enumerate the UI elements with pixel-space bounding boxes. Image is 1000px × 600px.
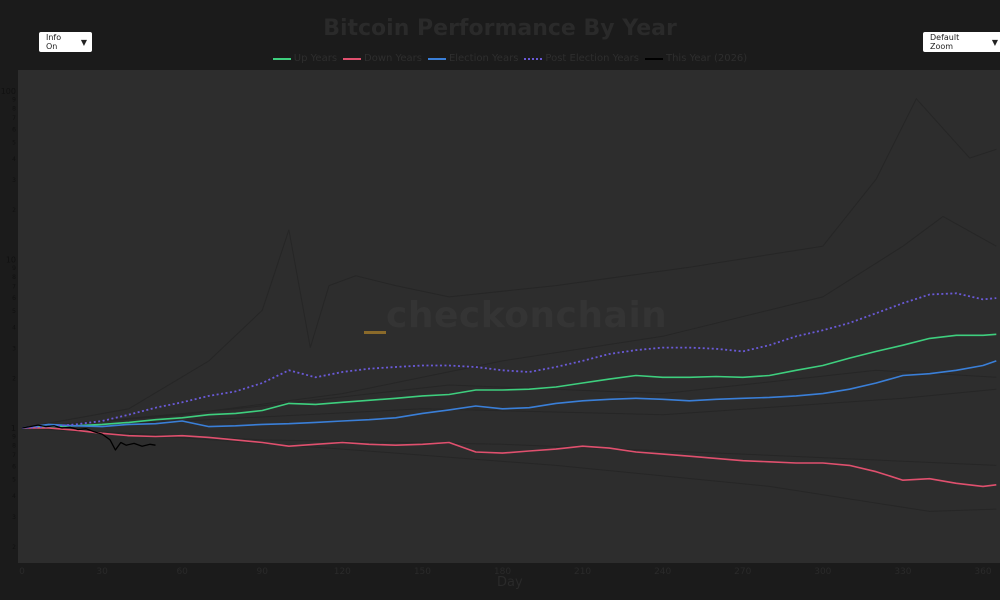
y-tick-label: 7	[12, 452, 16, 459]
info-select-label: Info On	[46, 33, 62, 51]
y-tick-label: 3	[12, 514, 16, 521]
y-tick-label: 2	[12, 375, 16, 382]
chart-title: Bitcoin Performance By Year	[323, 16, 677, 41]
y-tick-label: 4	[12, 325, 16, 332]
y-tick-label: 10	[6, 256, 16, 265]
x-tick-label: 30	[96, 567, 108, 577]
y-tick-label: 1	[11, 424, 16, 433]
x-tick-label: 90	[257, 567, 269, 577]
y-tick-label: 5	[12, 308, 16, 315]
x-axis-label: Day	[497, 575, 523, 590]
y-tick-label: 4	[12, 493, 16, 500]
y-tick-label: 3	[12, 177, 16, 184]
watermark-bar	[364, 331, 386, 334]
y-tick-label: 9	[12, 97, 16, 104]
x-tick-label: 270	[734, 567, 751, 577]
y-tick-label: 6	[12, 463, 16, 470]
x-tick-label: 300	[814, 567, 831, 577]
y-tick-label: 9	[12, 265, 16, 272]
x-tick-label: 210	[574, 567, 591, 577]
x-tick-label: 0	[19, 567, 25, 577]
dropdown-arrow-icon: ▼	[80, 37, 87, 47]
legend-label: Election Years	[448, 53, 519, 64]
zoom-select[interactable]: Default Zoom ▼	[923, 32, 1000, 52]
x-tick-label: 180	[494, 567, 511, 577]
legend-label: Up Years	[293, 53, 338, 64]
y-tick-label: 7	[12, 284, 16, 291]
x-tick-label: 150	[414, 567, 431, 577]
y-tick-label: 4	[12, 156, 16, 163]
y-tick-label: 6	[12, 126, 16, 133]
series-up-years[interactable]	[21, 333, 997, 429]
series-down-years[interactable]	[22, 427, 997, 488]
legend-item[interactable]: Down Years	[343, 53, 422, 64]
x-tick-label: 120	[334, 567, 351, 577]
y-tick-label: 2	[12, 207, 16, 214]
series-this-year-2026[interactable]	[21, 424, 156, 451]
y-tick-label: 6	[12, 295, 16, 302]
x-tick-label: 360	[974, 567, 991, 577]
zoom-select-label: Default Zoom	[930, 33, 960, 51]
y-tick-label: 7	[12, 115, 16, 122]
dropdown-arrow-icon: ▼	[991, 37, 998, 47]
y-tick-label: 9	[12, 434, 16, 441]
series-election-years[interactable]	[21, 360, 997, 429]
legend-label: Down Years	[364, 53, 422, 64]
legend-item[interactable]: Up Years	[272, 53, 338, 64]
y-tick-label: 8	[12, 105, 16, 112]
legend-item[interactable]: This Year (2026)	[644, 53, 748, 64]
chart-legend: Up Years Down Years Election Years Post Ele…	[0, 53, 1000, 64]
info-toggle-select[interactable]: Info On ▼	[39, 32, 92, 52]
y-tick-label: 3	[12, 346, 16, 353]
legend-label: Post Election Years	[545, 53, 639, 64]
y-tick-label: 2	[12, 544, 16, 551]
legend-swatch-icon	[427, 57, 446, 60]
legend-swatch-icon	[644, 57, 663, 60]
x-tick-label: 330	[894, 567, 911, 577]
legend-label: This Year (2026)	[665, 53, 748, 64]
series-post-election-years[interactable]	[21, 292, 997, 429]
legend-item[interactable]: Post Election Years	[524, 53, 639, 64]
legend-swatch-icon	[524, 57, 543, 60]
x-tick-label: 240	[654, 567, 671, 577]
x-tick-label: 60	[176, 567, 188, 577]
legend-swatch-icon	[343, 57, 362, 60]
y-tick-label: 8	[12, 274, 16, 281]
y-tick-label: 5	[12, 477, 16, 484]
y-tick-label: 8	[12, 442, 16, 449]
y-tick-label: 100	[1, 87, 16, 96]
legend-item[interactable]: Election Years	[427, 53, 519, 64]
legend-swatch-icon	[272, 57, 291, 60]
plot-area[interactable]	[18, 70, 1000, 563]
y-tick-label: 5	[12, 140, 16, 147]
watermark: checkonchain	[386, 295, 668, 336]
